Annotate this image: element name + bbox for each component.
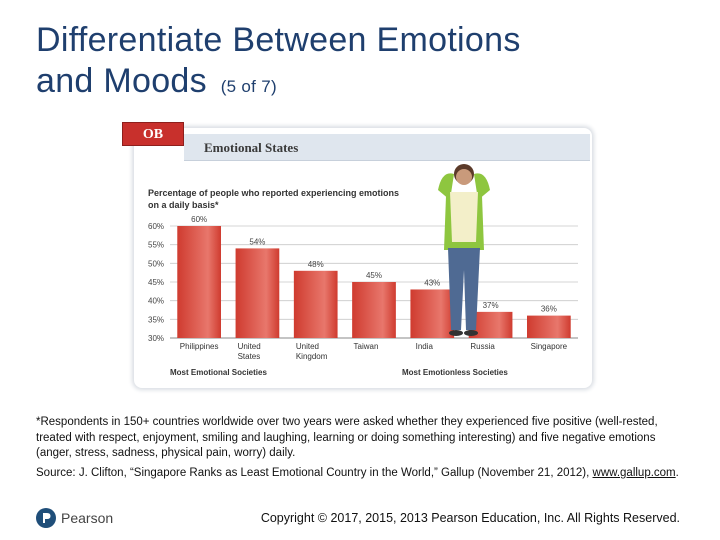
title-line-2: and Moods [36,62,207,100]
figure-header-bar [184,134,590,161]
source-text: Source: J. Clifton, “Singapore Ranks as … [36,467,590,479]
figure-title: Emotional States [204,140,299,155]
category-label: States [238,352,261,361]
bar-taiwan [352,282,396,338]
left-group-label: Most Emotional Societies [170,368,267,377]
pearson-p-icon [36,508,56,528]
pearson-brand: Pearson [61,510,114,526]
category-label: United [296,342,319,351]
source-citation: Source: J. Clifton, “Singapore Ranks as … [36,466,686,482]
y-tick-label: 30% [148,334,164,343]
footnote-text: *Respondents in 150+ countries worldwide… [36,416,658,459]
y-tick-label: 40% [148,297,164,306]
chart-y-ticks: 30% 35% 40% 45% 50% 55% 60% [148,222,164,343]
source-end: . [675,467,679,479]
category-label: Philippines [180,342,219,351]
title-line-1: Differentiate Between Emotions [36,21,521,59]
category-label: Taiwan [354,342,379,351]
chart-value-labels: 60% 54% 48% 45% 43% 37% 36% [191,215,557,314]
category-label: India [416,342,434,351]
bar-value-label: 37% [483,301,499,310]
y-tick-label: 60% [148,222,164,231]
y-tick-label: 45% [148,278,164,287]
category-label: Singapore [531,342,568,351]
copyright-notice: Copyright © 2017, 2015, 2013 Pearson Edu… [260,511,680,525]
ob-poll-badge: OB POLL [122,122,184,166]
y-tick-label: 55% [148,241,164,250]
category-label: United [238,342,261,351]
pearson-logo: Pearson [36,508,113,528]
bar-value-label: 48% [308,260,324,269]
bar-value-label: 54% [249,237,265,246]
bar-philippines [177,226,221,338]
y-tick-label: 35% [148,315,164,324]
bar-value-label: 60% [191,215,207,224]
chart-category-labels: Philippines UnitedStatesUnitedKingdomTaiw… [180,342,568,361]
chart-subtitle: Percentage of people who reported experi… [148,188,400,210]
bar-value-label: 36% [541,305,557,314]
bar-value-label: 45% [366,271,382,280]
bar-value-label: 43% [424,278,440,287]
person-covering-ears-illustration [438,164,490,336]
bar-india [410,289,455,338]
bar-singapore [527,315,571,338]
category-label: Kingdom [296,352,328,361]
bar-united-states [235,248,280,338]
category-label: Russia [470,342,495,351]
y-tick-label: 50% [148,259,164,268]
source-link[interactable]: www.gallup.com [592,467,676,479]
chart-bars [177,226,571,338]
slide-title: Differentiate Between Emotions and Moods… [36,20,521,107]
title-suffix: (5 of 7) [220,77,277,96]
right-group-label: Most Emotionless Societies [402,368,508,377]
bar-united-kingdom [293,270,338,338]
